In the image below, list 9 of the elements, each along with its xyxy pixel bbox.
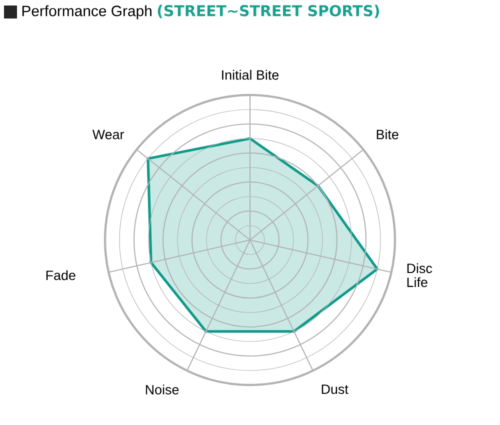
spoke-label: Wear [92,130,124,140]
spoke-label: Noise [146,384,179,394]
spoke-label: Bite [376,129,398,140]
chart-title: Performance Graph [22,5,152,20]
chart-subtitle: (STREET∼STREET SPORTS) [158,4,380,18]
spoke-label: Initial Bite [222,70,279,80]
spoke-label: Dust [322,384,348,394]
spoke-label: Disc Life [407,263,432,288]
spoke-label: Fade [46,270,76,280]
